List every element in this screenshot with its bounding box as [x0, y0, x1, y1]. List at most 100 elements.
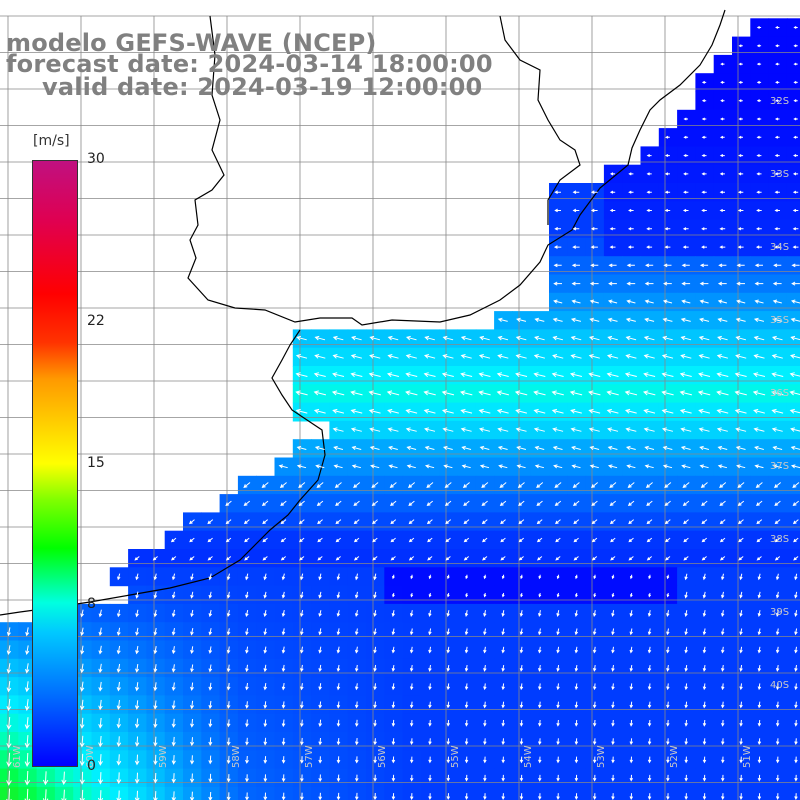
- wind-vector: [281, 774, 286, 783]
- wind-vector: [771, 390, 784, 396]
- wind-vector: [790, 335, 800, 341]
- wind-vector: [790, 464, 800, 469]
- wind-speed-cell: [786, 54, 800, 74]
- wind-vector: [717, 464, 728, 469]
- wind-vector: [98, 717, 103, 729]
- wind-vector: [625, 354, 637, 359]
- wind-vector: [135, 645, 139, 655]
- wind-vector: [373, 573, 377, 581]
- wind-speed-cell: [786, 750, 800, 770]
- wind-vector: [190, 609, 194, 618]
- wind-vector: [666, 719, 670, 727]
- wind-vector: [643, 335, 655, 341]
- wind-vector: [646, 245, 653, 249]
- wind-vector: [261, 500, 269, 507]
- wind-vector: [225, 537, 232, 543]
- wind-vector: [554, 482, 562, 489]
- wind-vector: [629, 646, 633, 654]
- wind-vector: [629, 719, 634, 727]
- wind-vector: [190, 646, 194, 655]
- wind-vector: [501, 683, 505, 691]
- wind-vector: [794, 628, 798, 636]
- wind-vector: [719, 172, 725, 176]
- latitude-label: 40S: [770, 680, 789, 691]
- wind-vector: [446, 646, 450, 654]
- wind-vector: [701, 227, 707, 231]
- wind-vector: [644, 445, 655, 451]
- wind-vector: [555, 537, 561, 543]
- wind-vector: [737, 190, 744, 194]
- wind-vector: [368, 372, 381, 378]
- wind-vector: [263, 646, 267, 654]
- wind-vector: [483, 774, 487, 782]
- wind-vector: [390, 500, 397, 507]
- wind-vector: [317, 537, 323, 543]
- wind-vector: [574, 793, 579, 800]
- wind-vector: [446, 756, 451, 764]
- wind-speed-cell: [786, 512, 800, 532]
- wind-speed-cell: [786, 585, 800, 605]
- wind-vector: [354, 610, 359, 617]
- wind-vector: [626, 445, 636, 451]
- wind-vector: [189, 519, 195, 525]
- wind-vector: [629, 628, 633, 636]
- wind-vector: [387, 408, 399, 414]
- wind-vector: [497, 354, 509, 359]
- wind-vector: [739, 793, 743, 800]
- wind-vector: [79, 699, 85, 711]
- wind-vector: [391, 646, 396, 654]
- longitude-label: 58W: [231, 745, 242, 768]
- wind-vector: [793, 135, 798, 139]
- wind-vector: [775, 756, 780, 764]
- wind-vector: [646, 519, 653, 525]
- wind-vector: [646, 208, 652, 213]
- wind-vector: [666, 610, 670, 617]
- wind-vector: [734, 372, 747, 378]
- wind-vector: [794, 610, 798, 617]
- longitude-label: 60W: [85, 745, 96, 768]
- wind-vector: [591, 556, 598, 561]
- wind-vector: [591, 500, 598, 507]
- wind-vector: [515, 408, 528, 414]
- wind-vector: [716, 408, 729, 414]
- wind-vector: [98, 627, 103, 637]
- wind-vector: [408, 556, 415, 561]
- title-forecast-date: forecast date: 2024-03-14 18:00:00: [6, 50, 493, 78]
- wind-vector: [684, 665, 688, 672]
- wind-vector: [775, 701, 780, 709]
- wind-vector: [300, 792, 304, 800]
- wind-vector: [446, 628, 450, 636]
- wind-vector: [479, 464, 490, 469]
- wind-vector: [755, 482, 763, 489]
- wind-vector: [774, 500, 781, 507]
- wind-vector: [772, 464, 782, 469]
- wind-vector: [351, 445, 362, 451]
- wind-vector: [171, 682, 176, 692]
- wind-vector: [574, 610, 578, 617]
- wind-vector: [281, 591, 286, 599]
- wind-vector: [481, 482, 489, 489]
- wind-vector: [611, 701, 615, 709]
- wind-vector: [208, 609, 213, 618]
- wind-vector: [372, 556, 378, 561]
- wind-vector: [661, 427, 674, 432]
- wind-vector: [721, 591, 725, 599]
- wind-vector: [518, 500, 525, 507]
- wind-vector: [446, 665, 450, 672]
- wind-vector: [281, 701, 286, 709]
- wind-vector: [372, 519, 378, 525]
- wind-vector: [460, 408, 473, 414]
- wind-vector: [245, 609, 249, 617]
- wind-vector: [628, 519, 635, 525]
- wind-vector: [392, 592, 395, 598]
- wind-vector: [300, 737, 304, 746]
- wind-vector: [446, 793, 451, 800]
- wind-vector: [318, 591, 322, 599]
- wind-vector: [80, 609, 84, 618]
- wind-vector: [794, 738, 798, 746]
- wind-vector: [135, 573, 139, 581]
- wind-vector: [479, 335, 490, 341]
- wind-vector: [98, 609, 103, 618]
- wind-vector: [463, 537, 470, 543]
- wind-vector: [721, 665, 725, 672]
